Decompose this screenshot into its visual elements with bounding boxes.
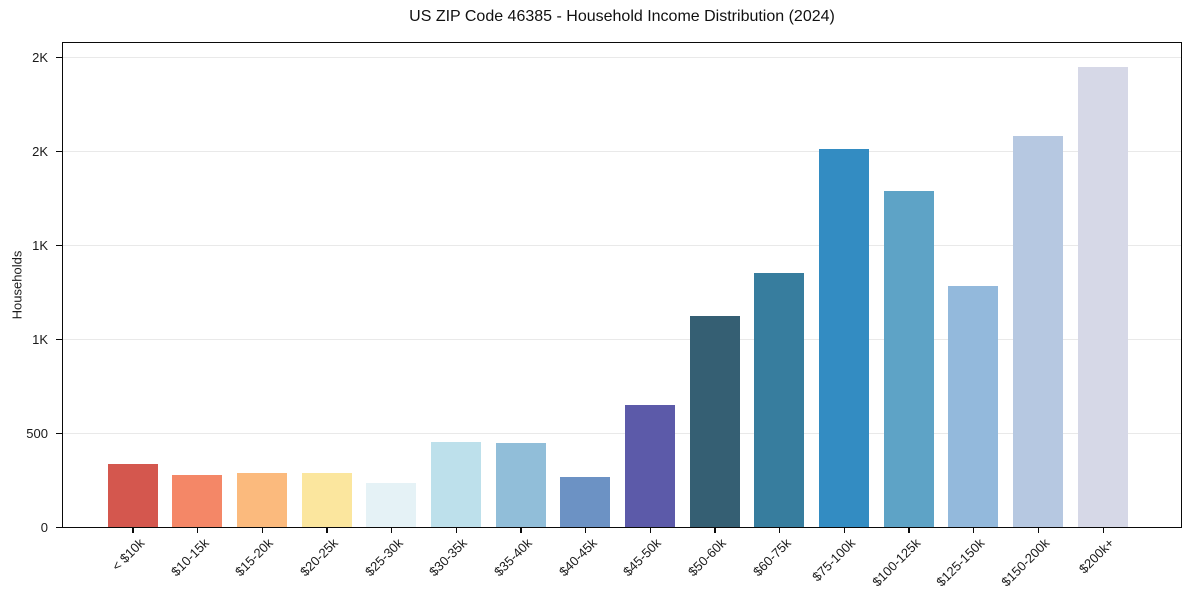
x-tick-label: $45-50k <box>620 535 665 580</box>
x-tick-mark <box>908 528 910 533</box>
bar-$45-50k <box>624 404 675 527</box>
x-tick-mark <box>843 528 846 533</box>
y-tick-label: 1K <box>32 331 48 347</box>
bar-$35-40k <box>495 443 546 527</box>
x-tick-label: $125-150k <box>933 535 988 590</box>
bar-$100-125k <box>883 190 934 527</box>
x-tick-label: $25-30k <box>361 535 406 580</box>
bar-$25-30k <box>366 482 417 527</box>
y-tick-label: 0 <box>40 519 48 535</box>
x-tick-mark <box>1037 528 1040 533</box>
x-tick-mark <box>585 528 587 533</box>
y-tick-mark <box>56 57 62 59</box>
y-tick-mark <box>56 432 62 435</box>
bar-$15-20k <box>236 473 287 527</box>
y-tick-label: 2K <box>32 143 48 159</box>
x-tick-mark <box>973 528 975 533</box>
gridline <box>63 245 1181 247</box>
bar-$200k+ <box>1077 66 1128 527</box>
y-tick-mark <box>56 526 62 529</box>
x-tick-label: $15-20k <box>232 535 277 580</box>
x-tick-mark <box>714 528 716 533</box>
y-tick-mark <box>56 151 62 153</box>
x-tick-mark <box>1102 528 1104 533</box>
x-tick-label: $150-200k <box>998 535 1053 590</box>
bar-$40-45k <box>560 477 611 527</box>
y-tick-label: 1K <box>32 237 48 253</box>
x-tick-mark <box>455 528 458 533</box>
y-tick-label: 2K <box>32 49 48 65</box>
chart-title: US ZIP Code 46385 - Household Income Dis… <box>409 8 835 25</box>
x-tick-label: $35-40k <box>491 535 535 580</box>
x-tick-mark <box>132 528 134 533</box>
bar-$150-200k <box>1012 136 1063 527</box>
x-tick-mark <box>197 528 199 533</box>
x-tick-mark <box>391 528 393 533</box>
x-tick-mark <box>649 528 652 533</box>
x-tick-label: $100-125k <box>868 535 923 590</box>
x-tick-mark <box>779 528 781 533</box>
bar-$125-150k <box>948 286 999 527</box>
bar-< $10k <box>107 464 158 527</box>
y-tick-mark <box>56 245 62 247</box>
bar-$60-75k <box>754 273 805 527</box>
x-tick-label: $20-25k <box>297 535 341 580</box>
gridline <box>63 339 1181 340</box>
y-axis-label: Households <box>9 250 25 320</box>
gridline <box>63 57 1181 59</box>
y-tick-label: 500 <box>26 425 48 441</box>
gridline <box>63 151 1181 153</box>
bar-$75-100k <box>818 149 869 527</box>
x-tick-label: $60-75k <box>749 535 794 580</box>
plot-area <box>62 42 1182 528</box>
x-tick-mark <box>520 528 522 533</box>
x-tick-label: $30-35k <box>426 535 471 580</box>
bar-$20-25k <box>301 472 352 527</box>
gridline <box>63 433 1181 434</box>
x-tick-label: $10-15k <box>167 535 212 580</box>
bar-$50-60k <box>689 315 740 527</box>
x-tick-mark <box>326 528 328 533</box>
x-tick-mark <box>261 528 263 533</box>
x-tick-label: $75-100k <box>809 535 859 585</box>
x-tick-label: $40-45k <box>555 535 600 580</box>
bar-$30-35k <box>430 441 481 527</box>
y-tick-mark <box>56 338 62 341</box>
x-tick-label: < $10k <box>108 535 147 574</box>
bar-$10-15k <box>172 475 223 527</box>
x-tick-label: $50-60k <box>685 535 729 580</box>
x-tick-label: $200k+ <box>1075 535 1118 577</box>
